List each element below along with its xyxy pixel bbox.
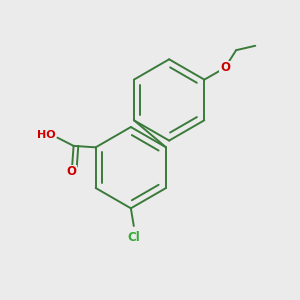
Text: O: O bbox=[220, 61, 230, 74]
Text: O: O bbox=[66, 165, 76, 178]
Text: Cl: Cl bbox=[128, 231, 140, 244]
Text: HO: HO bbox=[37, 130, 56, 140]
